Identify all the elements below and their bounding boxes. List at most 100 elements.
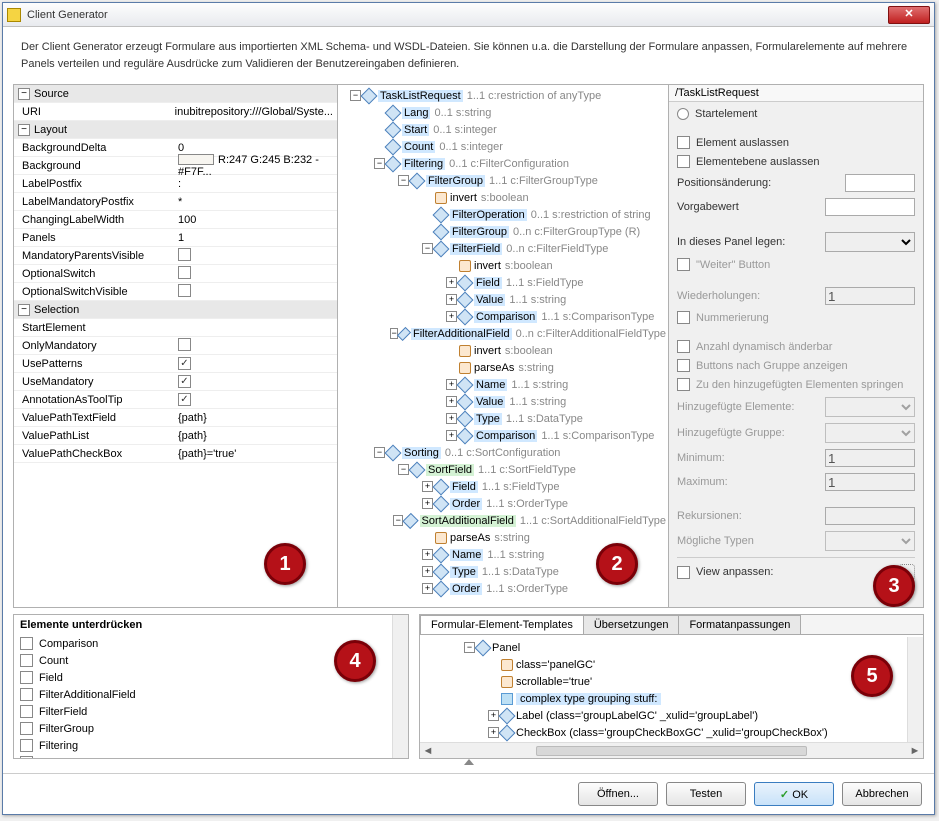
property-section-header[interactable]: −Selection <box>14 301 337 319</box>
tree-node[interactable]: −Filtering0..1 c:FilterConfiguration <box>340 155 666 172</box>
property-checkbox[interactable]: ✓ <box>178 357 191 370</box>
suppress-checkbox[interactable] <box>20 637 33 650</box>
template-node[interactable]: +Label (class='groupLabelGC' _xulid='gro… <box>424 707 919 724</box>
test-button[interactable]: Testen <box>666 782 746 806</box>
nummerierung-checkbox[interactable] <box>677 311 690 324</box>
zu-hinzu-checkbox[interactable] <box>677 378 690 391</box>
tree-node[interactable]: −FilterGroup1..1 c:FilterGroupType <box>340 172 666 189</box>
tree-node[interactable]: +Field1..1 s:FieldType <box>340 274 666 291</box>
minimum-input[interactable] <box>825 449 915 467</box>
property-checkbox[interactable] <box>178 338 191 351</box>
tree-node[interactable]: +Value1..1 s:string <box>340 291 666 308</box>
resize-handle-icon[interactable] <box>464 759 474 765</box>
tree-node[interactable]: +Comparison1..1 s:ComparisonType <box>340 308 666 325</box>
tree-node[interactable]: inverts:boolean <box>340 189 666 206</box>
tab-formatting[interactable]: Formatanpassungen <box>678 615 801 634</box>
tree-node[interactable]: parseAss:string <box>340 359 666 376</box>
property-row[interactable]: ValuePathList{path} <box>14 427 337 445</box>
tree-node[interactable]: −FilterField0..n c:FilterFieldType <box>340 240 666 257</box>
property-checkbox[interactable] <box>178 284 191 297</box>
property-row[interactable]: UsePatterns✓ <box>14 355 337 373</box>
scrollbar[interactable] <box>392 615 408 758</box>
moegliche-select[interactable] <box>825 531 915 551</box>
property-value[interactable]: ✓ <box>178 393 333 406</box>
property-value[interactable]: {path} <box>178 430 333 442</box>
property-row[interactable]: MandatoryParentsVisible <box>14 247 337 265</box>
tree-node[interactable]: Lang0..1 s:string <box>340 104 666 121</box>
property-value[interactable]: * <box>178 196 333 208</box>
property-value[interactable]: 0 <box>178 142 333 154</box>
property-value[interactable]: 1 <box>178 232 333 244</box>
property-value[interactable]: inubitrepository:///Global/Syste... <box>175 106 333 118</box>
property-checkbox[interactable] <box>178 248 191 261</box>
tree-node[interactable]: FilterGroup0..n c:FilterGroupType (R) <box>340 223 666 240</box>
tree-node[interactable]: +Name1..1 s:string <box>340 376 666 393</box>
cancel-button[interactable]: Abbrechen <box>842 782 922 806</box>
elementebene-auslassen-checkbox[interactable] <box>677 155 690 168</box>
property-value[interactable]: R:247 G:245 B:232 - #F7F... <box>178 154 333 178</box>
horizontal-scrollbar[interactable]: ◄► <box>420 742 923 758</box>
suppress-checkbox[interactable] <box>20 722 33 735</box>
property-checkbox[interactable]: ✓ <box>178 375 191 388</box>
property-value[interactable]: ✓ <box>178 357 333 370</box>
template-node[interactable]: +CheckBox (class='groupCheckBoxGC' _xuli… <box>424 724 919 741</box>
tree-node[interactable]: −FilterAdditionalField0..n c:FilterAddit… <box>340 325 666 342</box>
suppress-checkbox[interactable] <box>20 654 33 667</box>
tree-node[interactable]: FilterOperation0..1 s:restriction of str… <box>340 206 666 223</box>
property-value[interactable]: {path} <box>178 412 333 424</box>
property-row[interactable]: URIinubitrepository:///Global/Syste... <box>14 103 337 121</box>
rekursionen-input[interactable] <box>825 507 915 525</box>
property-value[interactable]: ✓ <box>178 375 333 388</box>
maximum-input[interactable] <box>825 473 915 491</box>
positionsaenderung-input[interactable] <box>845 174 915 192</box>
tree-node[interactable]: −SortField1..1 c:SortFieldType <box>340 461 666 478</box>
property-value[interactable] <box>178 284 333 300</box>
tree-node[interactable]: inverts:boolean <box>340 342 666 359</box>
close-button[interactable]: ✕ <box>888 6 930 24</box>
property-row[interactable]: AnnotationAsToolTip✓ <box>14 391 337 409</box>
view-anpassen-checkbox[interactable] <box>677 566 690 579</box>
tab-translations[interactable]: Übersetzungen <box>583 615 680 634</box>
tree-node[interactable]: −Sorting0..1 c:SortConfiguration <box>340 444 666 461</box>
property-row[interactable]: BackgroundR:247 G:245 B:232 - #F7F... <box>14 157 337 175</box>
template-node[interactable]: complex type grouping stuff: <box>424 690 919 707</box>
open-button[interactable]: Öffnen... <box>578 782 658 806</box>
property-value[interactable]: 100 <box>178 214 333 226</box>
property-row[interactable]: OptionalSwitchVisible <box>14 283 337 301</box>
hinzu-elem-select[interactable] <box>825 397 915 417</box>
suppress-checkbox[interactable] <box>20 688 33 701</box>
suppress-checkbox[interactable] <box>20 705 33 718</box>
property-row[interactable]: ChangingLabelWidth100 <box>14 211 337 229</box>
tree-node[interactable]: −TaskListRequest1..1 c:restriction of an… <box>340 87 666 104</box>
element-auslassen-checkbox[interactable] <box>677 136 690 149</box>
vorgabewert-input[interactable] <box>825 198 915 216</box>
property-row[interactable]: Panels1 <box>14 229 337 247</box>
suppress-checkbox[interactable] <box>20 671 33 684</box>
tab-templates[interactable]: Formular-Element-Templates <box>420 615 584 634</box>
tree-node[interactable]: inverts:boolean <box>340 257 666 274</box>
tree-node[interactable]: +Comparison1..1 s:ComparisonType <box>340 427 666 444</box>
property-row[interactable]: OptionalSwitch <box>14 265 337 283</box>
weiter-checkbox[interactable] <box>677 258 690 271</box>
wiederholungen-input[interactable] <box>825 287 915 305</box>
startelement-radio[interactable] <box>677 108 689 120</box>
property-row[interactable]: UseMandatory✓ <box>14 373 337 391</box>
property-row[interactable]: LabelMandatoryPostfix* <box>14 193 337 211</box>
tree-node[interactable]: +Order1..1 s:OrderType <box>340 495 666 512</box>
property-section-header[interactable]: −Source <box>14 85 337 103</box>
tree-node[interactable]: −SortAdditionalField1..1 c:SortAdditiona… <box>340 512 666 529</box>
suppress-checkbox[interactable] <box>20 739 33 752</box>
suppress-item[interactable]: FilterOperation <box>14 754 408 758</box>
tree-node[interactable]: +Value1..1 s:string <box>340 393 666 410</box>
property-row[interactable]: StartElement <box>14 319 337 337</box>
tree-expander[interactable]: − <box>390 328 398 339</box>
suppress-checkbox[interactable] <box>20 756 33 758</box>
property-row[interactable]: OnlyMandatory <box>14 337 337 355</box>
tree-node[interactable]: Count0..1 s:integer <box>340 138 666 155</box>
scrollbar[interactable] <box>907 637 923 742</box>
buttons-gruppe-checkbox[interactable] <box>677 359 690 372</box>
property-row[interactable]: LabelPostfix: <box>14 175 337 193</box>
suppress-item[interactable]: FilterGroup <box>14 720 408 737</box>
suppress-item[interactable]: FilterField <box>14 703 408 720</box>
ok-button[interactable]: ✓ OK <box>754 782 834 806</box>
